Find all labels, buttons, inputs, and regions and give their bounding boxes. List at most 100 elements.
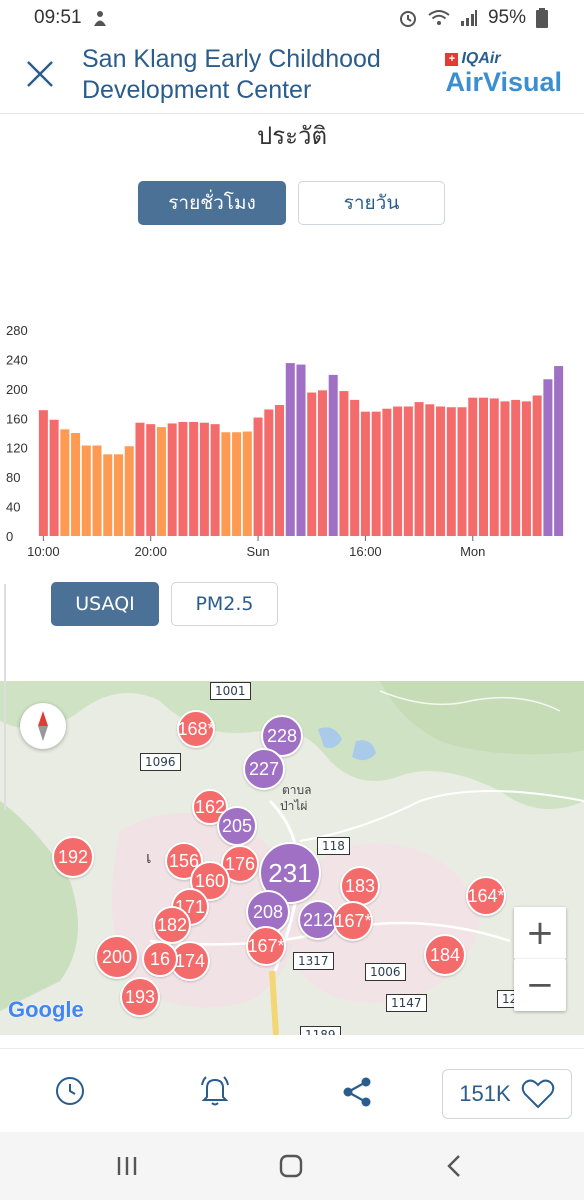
aqi-map-marker[interactable]: 193 — [120, 977, 160, 1017]
close-button[interactable] — [20, 54, 60, 94]
aqi-map-marker[interactable]: 176 — [221, 845, 259, 883]
zoom-in-icon: + — [525, 913, 555, 953]
road-shield: 1006 — [365, 963, 406, 981]
tab-pm25[interactable]: PM2.5 — [171, 582, 278, 626]
recent-apps-button[interactable] — [115, 1154, 139, 1182]
aqi-map-marker[interactable]: 167* — [333, 901, 373, 941]
aqi-map-marker[interactable]: 182 — [153, 906, 191, 944]
chart-bar[interactable] — [81, 445, 91, 536]
zoom-out-button[interactable]: − — [514, 959, 566, 1011]
chart-bar[interactable] — [135, 422, 145, 536]
aqi-marker-value: 184 — [429, 944, 461, 965]
chart-bar[interactable] — [339, 391, 349, 536]
status-time: 09:51 — [34, 7, 82, 28]
chart-bar[interactable] — [371, 411, 381, 536]
heart-icon — [521, 1079, 554, 1109]
chart-bar[interactable] — [275, 405, 285, 536]
x-tick-label: Sun — [246, 544, 269, 559]
chart-bar[interactable] — [393, 406, 403, 536]
aqi-map[interactable]: 1001 1096 118 1317 1006 1147 1229 1189 ต… — [0, 681, 584, 1035]
chart-bar[interactable] — [264, 409, 274, 536]
chart-bar[interactable] — [242, 431, 252, 536]
chart-bar[interactable] — [178, 421, 188, 536]
chart-bar[interactable] — [285, 363, 295, 536]
chart-bar[interactable] — [317, 390, 327, 536]
chart-bar[interactable] — [232, 432, 242, 536]
aqi-marker-value: 228 — [266, 725, 298, 746]
chart-bar[interactable] — [38, 410, 48, 536]
chart-bar[interactable] — [49, 419, 59, 536]
road-shield: 1096 — [140, 753, 181, 771]
chart-bar[interactable] — [92, 445, 102, 536]
chart-bar[interactable] — [500, 401, 510, 536]
aqi-map-marker[interactable]: 184 — [424, 934, 466, 976]
chart-bar[interactable] — [468, 397, 478, 536]
chart-bar[interactable] — [414, 402, 424, 536]
chart-bar[interactable] — [156, 427, 166, 536]
bottom-action-bar: 151K — [0, 1048, 584, 1132]
chart-bar[interactable] — [210, 424, 220, 536]
tab-usaqi[interactable]: USAQI — [51, 582, 159, 626]
y-tick-label: 120 — [6, 441, 28, 456]
chart-bar[interactable] — [189, 421, 199, 536]
chart-bar[interactable] — [199, 422, 209, 536]
brand-large: AirVisual — [445, 67, 562, 97]
chart-bar[interactable] — [221, 432, 231, 536]
compass-button[interactable] — [20, 703, 66, 749]
aqi-map-marker[interactable]: 205 — [217, 806, 257, 846]
drawer-handle[interactable] — [0, 584, 6, 810]
aqi-marker-value: 156 — [168, 850, 200, 871]
chart-bar[interactable] — [543, 379, 553, 536]
aqi-map-marker[interactable]: 162 — [192, 789, 228, 825]
chart-bar[interactable] — [167, 423, 177, 536]
chart-bar[interactable] — [457, 407, 467, 536]
chart-bar[interactable] — [425, 404, 435, 536]
chart-bar[interactable] — [478, 397, 488, 536]
zoom-in-button[interactable]: + — [514, 907, 566, 959]
share-button[interactable] — [340, 1075, 374, 1113]
tab-daily[interactable]: รายวัน — [298, 181, 445, 225]
chart-bar[interactable] — [554, 366, 564, 536]
aqi-map-marker[interactable]: 167* — [246, 926, 286, 966]
chart-bar[interactable] — [521, 401, 531, 536]
aqi-map-marker[interactable]: 200 — [95, 935, 139, 979]
chart-bar[interactable] — [328, 374, 338, 536]
tab-hourly[interactable]: รายชั่วโมง — [138, 181, 286, 225]
chart-bar[interactable] — [71, 433, 81, 536]
aqi-map-marker[interactable]: 168* — [177, 710, 215, 748]
aqi-map-marker[interactable]: 192 — [52, 836, 94, 878]
alert-button[interactable] — [198, 1073, 232, 1113]
chart-bar[interactable] — [114, 454, 124, 536]
chart-bar[interactable] — [124, 446, 134, 536]
chart-bar[interactable] — [489, 398, 499, 536]
chart-bar[interactable] — [103, 454, 113, 536]
x-tick-label: 20:00 — [134, 544, 167, 559]
chart-bar[interactable] — [446, 407, 456, 536]
aqi-map-marker[interactable]: 227 — [243, 748, 285, 790]
home-icon — [279, 1154, 303, 1178]
chart-bar[interactable] — [146, 424, 156, 536]
history-button[interactable] — [54, 1075, 86, 1111]
chart-bar[interactable] — [307, 392, 317, 536]
chart-bar[interactable] — [532, 395, 542, 536]
aqi-marker-value: 176 — [224, 853, 256, 874]
chart-bar[interactable] — [436, 406, 446, 536]
back-button[interactable] — [444, 1153, 464, 1183]
aqi-map-marker[interactable]: 183 — [340, 866, 380, 906]
chart-bar[interactable] — [253, 417, 263, 536]
aqi-map-marker[interactable]: 16 — [142, 941, 178, 977]
road-shield: 1001 — [210, 682, 251, 700]
chart-bar[interactable] — [360, 411, 370, 536]
aqi-map-marker[interactable]: 212 — [298, 900, 338, 940]
chart-bar[interactable] — [350, 399, 360, 536]
aqi-map-marker[interactable]: 164* — [466, 876, 506, 916]
chart-bar[interactable] — [403, 406, 413, 536]
chart-bar[interactable] — [296, 364, 306, 536]
battery-percent: 95% — [487, 7, 526, 28]
like-button[interactable]: 151K — [442, 1069, 572, 1119]
chart-bar[interactable] — [60, 429, 70, 536]
chart-bar[interactable] — [382, 408, 392, 536]
y-tick-label: 0 — [6, 529, 13, 544]
chart-bar[interactable] — [511, 399, 521, 536]
home-button[interactable] — [278, 1153, 304, 1183]
